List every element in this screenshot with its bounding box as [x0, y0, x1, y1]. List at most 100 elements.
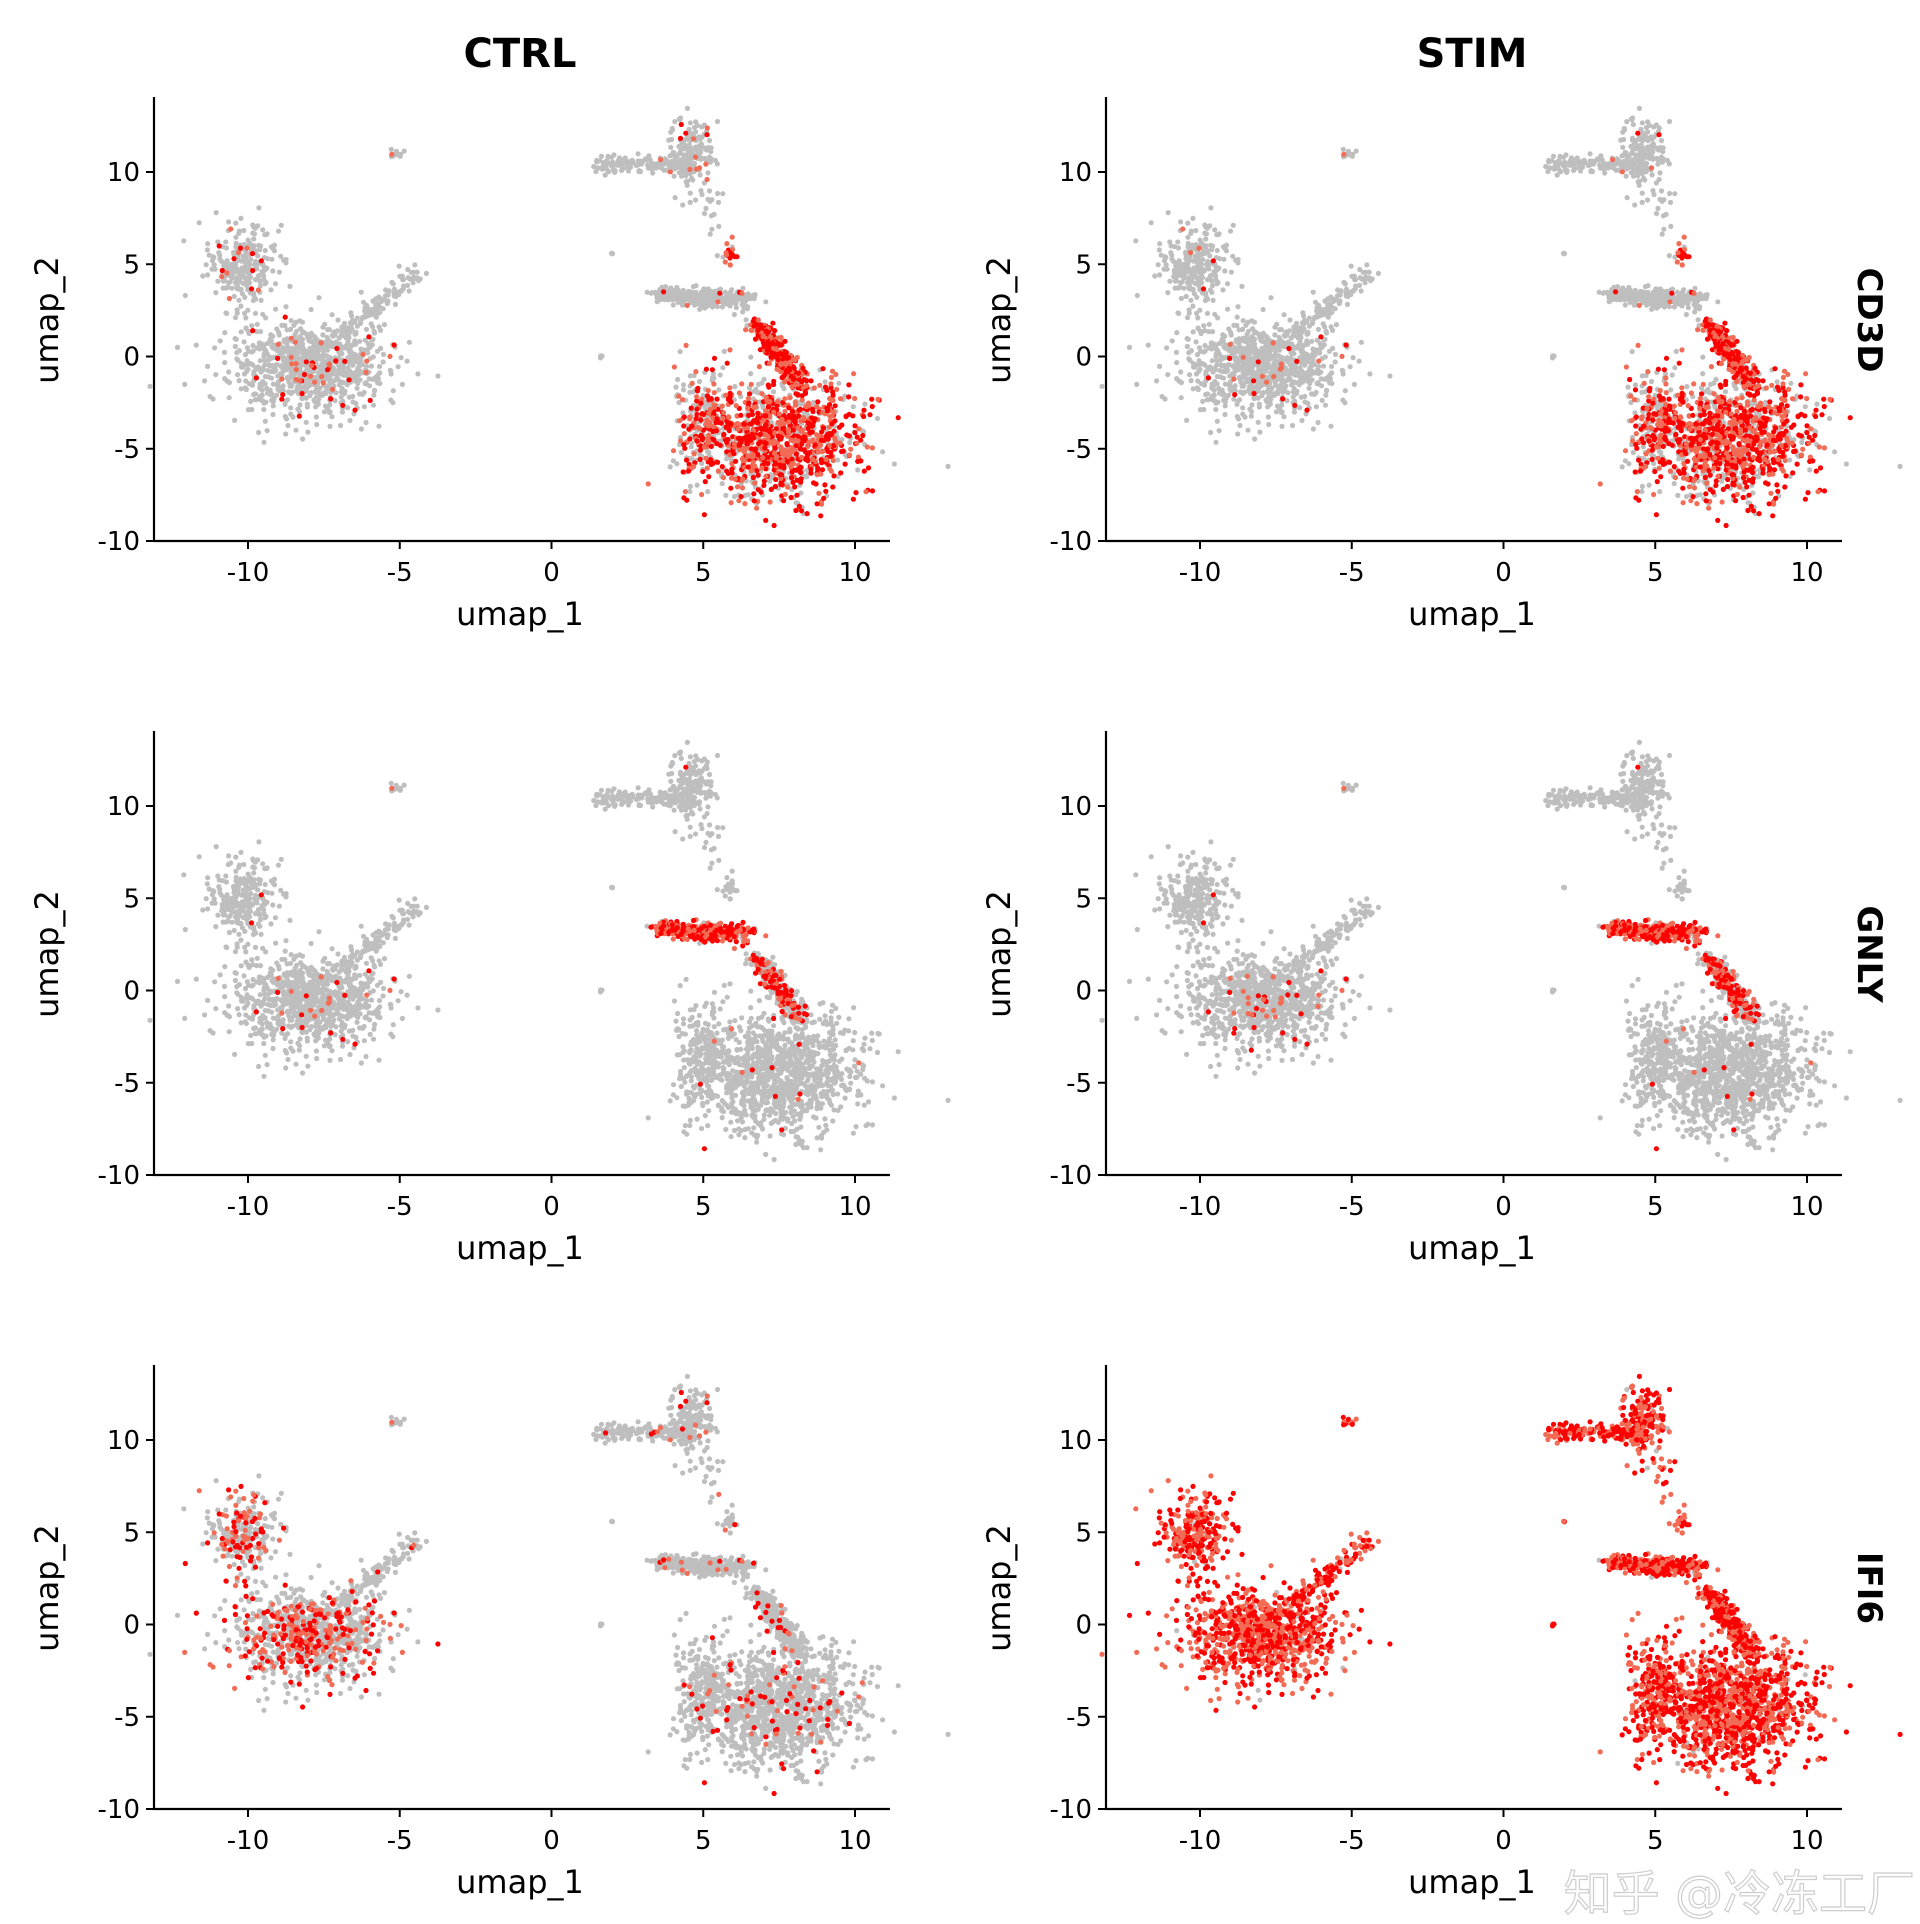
- cell-point: [625, 164, 630, 169]
- cell-point: [708, 302, 713, 307]
- cell-point: [230, 271, 235, 276]
- cell-point: [268, 332, 273, 337]
- cell-point: [677, 116, 682, 121]
- cell-point: [273, 307, 278, 312]
- cell-point: [283, 431, 288, 436]
- cell-point: [285, 423, 290, 428]
- cell-point: [339, 351, 344, 356]
- cell-point: [290, 390, 295, 395]
- cell-point: [258, 368, 263, 373]
- cell-point: [214, 210, 219, 215]
- cell-point: [702, 306, 707, 311]
- cell-point: [343, 372, 348, 377]
- cell-point: [369, 364, 374, 369]
- cell-point: [222, 350, 227, 355]
- cell-point: [348, 320, 353, 325]
- cell-point: [278, 254, 283, 259]
- row-title: IFI6: [1849, 1552, 1889, 1624]
- cell-point: [279, 387, 284, 392]
- cell-point: [251, 224, 256, 229]
- cell-point: [353, 359, 358, 364]
- cell-point: [372, 388, 377, 393]
- cell-point: [693, 197, 698, 202]
- cell-point: [668, 145, 673, 150]
- cell-point: [753, 292, 758, 297]
- cell-point: [212, 262, 217, 267]
- cell-point: [364, 327, 369, 332]
- cell-point: [262, 232, 267, 237]
- cell-point: [293, 428, 298, 433]
- cell-point: [288, 405, 293, 410]
- cell-point: [280, 345, 285, 350]
- cell-point: [222, 360, 227, 365]
- cell-point: [670, 127, 675, 132]
- cell-point: [359, 290, 364, 295]
- cell-point: [339, 389, 344, 394]
- cell-point: [251, 298, 256, 303]
- cell-point: [229, 286, 234, 291]
- cell-point: [677, 159, 682, 164]
- cell-point: [599, 154, 604, 159]
- row-title: CD3D: [1849, 267, 1889, 372]
- cell-point: [355, 324, 360, 329]
- cell-point: [183, 293, 188, 298]
- cell-point: [649, 166, 654, 171]
- cell-point: [362, 404, 367, 409]
- cell-point: [309, 331, 314, 336]
- cell-point: [339, 332, 344, 337]
- cell-point: [360, 362, 365, 367]
- cell-point: [265, 428, 270, 433]
- cell-point: [255, 322, 260, 327]
- cell-point: [682, 164, 687, 169]
- cell-point: [353, 401, 358, 406]
- cell-point: [273, 281, 278, 286]
- cell-point: [271, 346, 276, 351]
- cell-point: [363, 420, 368, 425]
- cell-point: [378, 328, 383, 333]
- cell-point: [314, 414, 319, 419]
- cell-point: [212, 345, 217, 350]
- cell-point: [393, 302, 398, 307]
- cell-point: [702, 156, 707, 161]
- cell-point: [320, 368, 325, 373]
- cell-point: [353, 330, 358, 335]
- cell-point: [205, 272, 210, 277]
- cell-point: [342, 324, 347, 329]
- cell-point: [237, 348, 242, 353]
- cell-point: [233, 344, 238, 349]
- cell-point: [636, 151, 641, 156]
- cell-point: [260, 393, 265, 398]
- cell-point: [227, 395, 232, 400]
- cell-point: [638, 169, 643, 174]
- cell-point: [367, 312, 372, 317]
- cell-point: [611, 161, 616, 166]
- cell-point: [363, 381, 368, 386]
- cell-point: [699, 124, 704, 129]
- cell-point: [287, 381, 292, 386]
- cell-point: [399, 355, 404, 360]
- cell-point: [377, 370, 382, 375]
- cell-point: [294, 320, 299, 325]
- cell-point: [242, 311, 247, 316]
- cell-point: [273, 368, 278, 373]
- cell-point: [249, 349, 254, 354]
- cell-point: [682, 169, 687, 174]
- cell-point: [385, 301, 390, 306]
- cell-point: [685, 106, 690, 111]
- cell-point: [715, 119, 720, 124]
- cell-point: [435, 373, 440, 378]
- cell-point: [236, 298, 241, 303]
- cell-point: [360, 315, 365, 320]
- cell-point: [269, 257, 274, 262]
- cell-point: [330, 312, 335, 317]
- cell-point: [246, 238, 251, 243]
- cell-point: [147, 384, 152, 389]
- cell-point: [243, 385, 248, 390]
- cell-point: [371, 354, 376, 359]
- cell-point: [415, 371, 420, 376]
- cell-point: [723, 290, 728, 295]
- cell-point: [707, 138, 712, 143]
- cell-point: [705, 197, 710, 202]
- cell-point: [285, 376, 290, 381]
- cell-point: [249, 323, 254, 328]
